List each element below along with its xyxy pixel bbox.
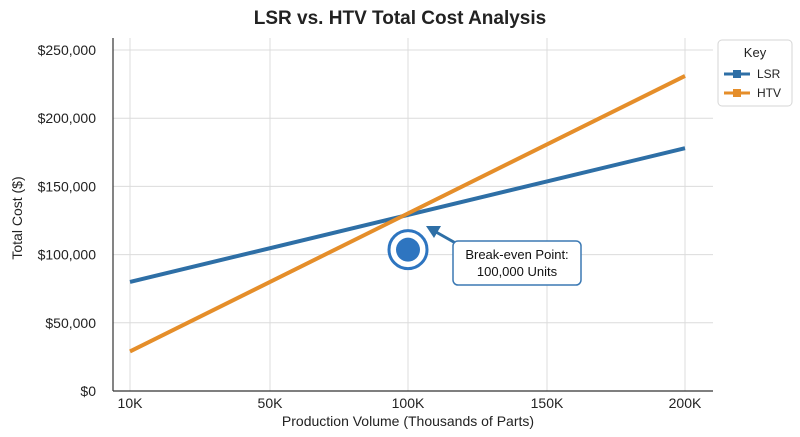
legend-marker-htv bbox=[733, 89, 741, 97]
legend-title: Key bbox=[744, 45, 767, 60]
x-tick-label: 150K bbox=[531, 395, 564, 411]
legend-label-lsr: LSR bbox=[757, 67, 781, 81]
axes bbox=[112, 38, 713, 392]
y-tick-label: $0 bbox=[80, 383, 96, 399]
y-tick-label: $150,000 bbox=[38, 178, 97, 194]
annotation-line-1: Break-even Point: bbox=[465, 247, 568, 262]
chart-title: LSR vs. HTV Total Cost Analysis bbox=[254, 8, 546, 29]
x-tick-label: 100K bbox=[392, 395, 425, 411]
legend-label-htv: HTV bbox=[757, 86, 781, 100]
x-tick-label: 10K bbox=[118, 395, 144, 411]
series-line-htv bbox=[129, 74, 686, 354]
y-tick-label: $250,000 bbox=[38, 42, 97, 58]
x-tick-label: 200K bbox=[669, 395, 702, 411]
x-tick-label: 50K bbox=[258, 395, 284, 411]
y-tick-label: $50,000 bbox=[45, 315, 96, 331]
y-axis-label: Total Cost ($) bbox=[9, 176, 25, 259]
break-even-annotation: Break-even Point: 100,000 Units bbox=[387, 226, 582, 286]
x-tick-labels: 10K 50K 100K 150K 200K bbox=[118, 395, 702, 411]
annotation-box bbox=[452, 240, 582, 286]
y-tick-labels: $0 $50,000 $100,000 $150,000 $200,000 $250,00… bbox=[38, 42, 97, 399]
annotation-line-2: 100,000 Units bbox=[477, 264, 558, 279]
y-tick-label: $100,000 bbox=[38, 247, 97, 263]
x-axis-label: Production Volume (Thousands of Parts) bbox=[282, 413, 534, 429]
y-tick-label: $200,000 bbox=[38, 110, 97, 126]
legend: Key LSR HTV bbox=[717, 39, 793, 107]
annotation-arrow-head bbox=[426, 226, 441, 238]
break-even-marker bbox=[396, 237, 420, 262]
legend-marker-lsr bbox=[733, 70, 741, 78]
series-lines bbox=[129, 74, 686, 354]
